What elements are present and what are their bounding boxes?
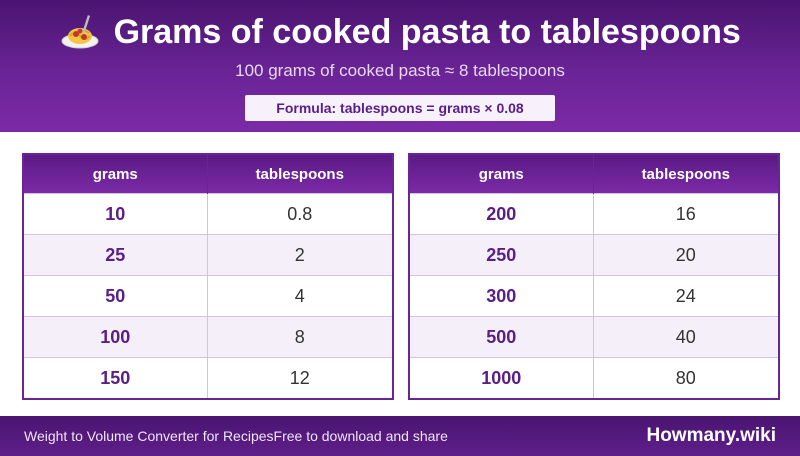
table-row: 1000 80 xyxy=(409,357,779,399)
title-row: Grams of cooked pasta to tablespoons xyxy=(0,12,800,52)
conversion-table-right: grams tablespoons 200 16 250 20 300 24 5… xyxy=(408,153,780,400)
footer-bar: Weight to Volume Converter for RecipesFr… xyxy=(0,416,800,456)
tablespoons-cell: 4 xyxy=(206,275,393,317)
tablespoons-cell: 24 xyxy=(592,275,779,317)
footer-caption: Weight to Volume Converter for RecipesFr… xyxy=(24,416,448,456)
table-row: 100 8 xyxy=(23,316,393,358)
spaghetti-plate-icon xyxy=(59,12,101,52)
tablespoons-cell: 16 xyxy=(592,193,779,235)
grams-cell: 10 xyxy=(23,193,207,235)
grams-cell: 50 xyxy=(23,275,207,317)
column-header-grams: grams xyxy=(409,154,593,194)
grams-cell: 150 xyxy=(23,357,207,399)
tablespoons-cell: 80 xyxy=(592,357,779,399)
table-header-row: grams tablespoons xyxy=(23,154,393,194)
table-row: 150 12 xyxy=(23,357,393,399)
tablespoons-cell: 0.8 xyxy=(206,193,393,235)
page-title: Grams of cooked pasta to tablespoons xyxy=(113,13,741,51)
column-header-tablespoons: tablespoons xyxy=(592,154,779,194)
table-header-row: grams tablespoons xyxy=(409,154,779,194)
tablespoons-cell: 20 xyxy=(592,234,779,276)
grams-cell: 500 xyxy=(409,316,593,358)
footer-left-note: Free to download and share xyxy=(273,428,448,444)
conversion-table-left: grams tablespoons 10 0.8 25 2 50 4 100 8… xyxy=(22,153,394,400)
footer-left-title: Weight to Volume Converter for Recipes xyxy=(24,428,274,444)
subtitle: 100 grams of cooked pasta ≈ 8 tablespoon… xyxy=(235,61,565,80)
table-row: 25 2 xyxy=(23,234,393,276)
column-header-tablespoons: tablespoons xyxy=(206,154,393,194)
header-banner: Grams of cooked pasta to tablespoons 100… xyxy=(0,0,800,132)
tablespoons-cell: 40 xyxy=(592,316,779,358)
tablespoons-cell: 2 xyxy=(206,234,393,276)
tablespoons-cell: 8 xyxy=(206,316,393,358)
brand-logo-text[interactable]: Howmany.wiki xyxy=(646,425,776,446)
grams-cell: 200 xyxy=(409,193,593,235)
grams-cell: 25 xyxy=(23,234,207,276)
table-row: 500 40 xyxy=(409,316,779,358)
grams-cell: 300 xyxy=(409,275,593,317)
column-header-grams: grams xyxy=(23,154,207,194)
table-row: 250 20 xyxy=(409,234,779,276)
grams-cell: 100 xyxy=(23,316,207,358)
table-row: 300 24 xyxy=(409,275,779,317)
table-row: 50 4 xyxy=(23,275,393,317)
grams-cell: 1000 xyxy=(409,357,593,399)
table-row: 200 16 xyxy=(409,193,779,235)
tablespoons-cell: 12 xyxy=(206,357,393,399)
grams-cell: 250 xyxy=(409,234,593,276)
table-row: 10 0.8 xyxy=(23,193,393,235)
formula-box: Formula: tablespoons = grams × 0.08 xyxy=(245,95,555,121)
